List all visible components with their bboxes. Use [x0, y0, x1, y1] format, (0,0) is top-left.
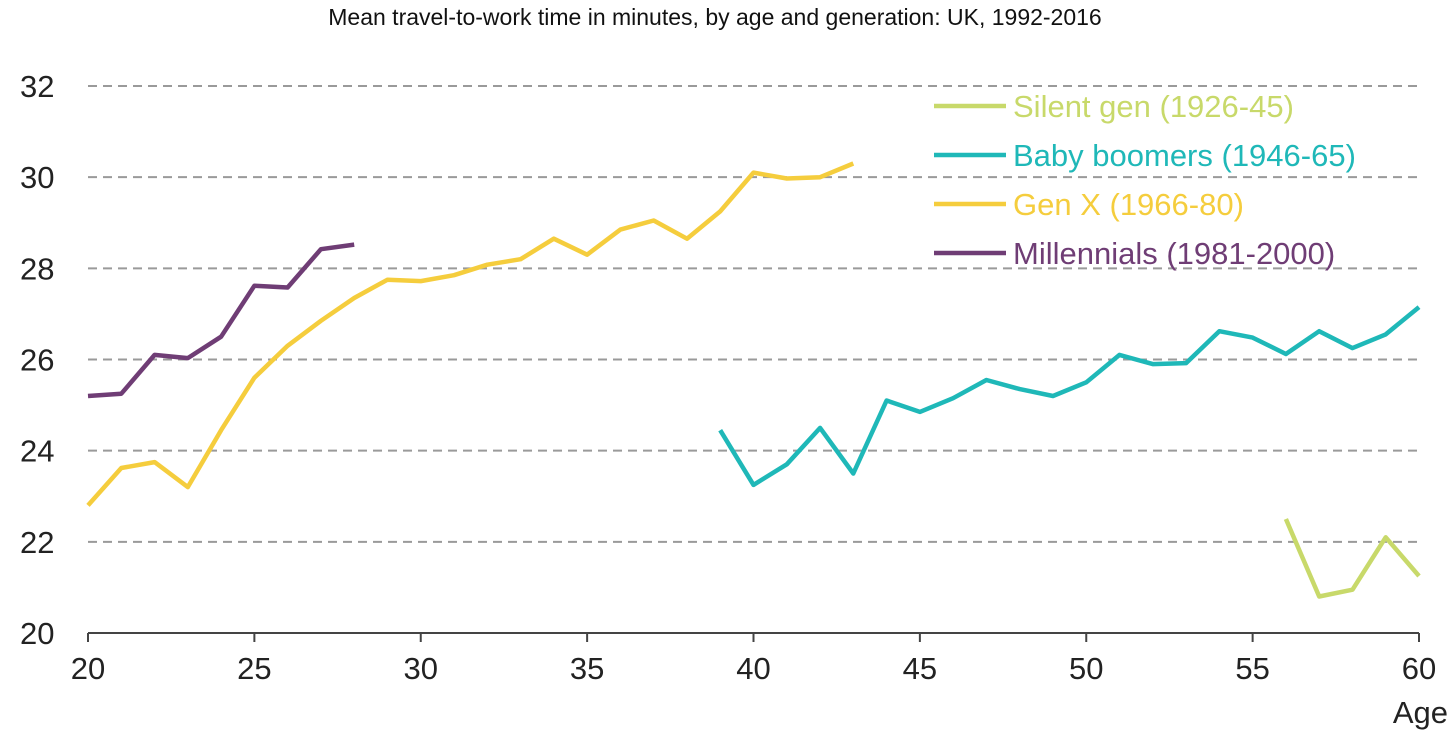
x-tick-label-60: 60 — [1402, 651, 1436, 686]
tick-marks — [87, 633, 1420, 642]
y-tick-label-28: 28 — [20, 251, 54, 286]
series-line-0 — [1283, 518, 1421, 599]
x-tick-label-25: 25 — [237, 651, 271, 686]
x-tick-label-55: 55 — [1235, 651, 1269, 686]
x-tick-label-50: 50 — [1069, 651, 1103, 686]
series-line-2 — [86, 161, 855, 507]
legend: Silent gen (1926-45) Baby boomers (1946-6… — [934, 89, 1356, 271]
gridlines — [88, 85, 1419, 543]
series-line-1 — [718, 305, 1421, 488]
legend-label-1: Baby boomers (1946-65) — [1013, 138, 1356, 173]
y-tick-label-24: 24 — [20, 434, 54, 469]
y-tick-label-20: 20 — [20, 616, 54, 651]
series-line-3 — [87, 242, 355, 399]
y-tick-label-30: 30 — [20, 160, 54, 195]
legend-label-3: Millennials (1981-2000) — [1013, 236, 1335, 271]
y-tick-label-32: 32 — [20, 69, 54, 104]
x-tick-label-30: 30 — [404, 651, 438, 686]
chart-title: Mean travel-to-work time in minutes, by … — [328, 4, 1102, 30]
y-tick-label-26: 26 — [20, 343, 54, 378]
x-tick-labels: 20 25 30 35 40 45 50 55 60 — [71, 651, 1436, 686]
series-lines — [86, 161, 1421, 599]
y-tick-labels: 20 22 24 26 28 30 32 — [20, 69, 54, 651]
y-tick-label-22: 22 — [20, 525, 54, 560]
legend-label-2: Gen X (1966-80) — [1013, 187, 1244, 222]
x-tick-label-35: 35 — [570, 651, 604, 686]
x-axis-title: Age — [1393, 695, 1448, 730]
x-tick-label-20: 20 — [71, 651, 105, 686]
x-tick-label-40: 40 — [736, 651, 770, 686]
x-tick-label-45: 45 — [903, 651, 937, 686]
legend-label-0: Silent gen (1926-45) — [1013, 89, 1294, 124]
